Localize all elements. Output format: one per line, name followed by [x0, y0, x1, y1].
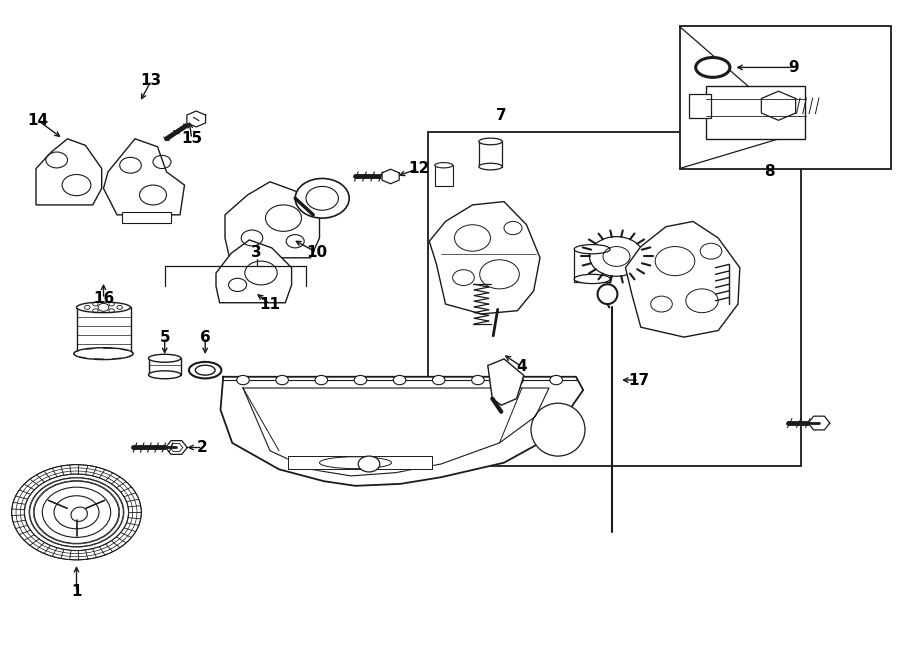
Polygon shape [216, 240, 292, 303]
Circle shape [12, 465, 141, 560]
Circle shape [295, 178, 349, 218]
Text: 1: 1 [71, 584, 82, 599]
Text: 11: 11 [259, 297, 281, 311]
Ellipse shape [189, 362, 221, 378]
Circle shape [355, 375, 367, 385]
Text: 13: 13 [140, 73, 162, 88]
Polygon shape [488, 359, 524, 405]
Ellipse shape [76, 302, 130, 313]
Bar [122, 212, 171, 223]
Circle shape [42, 487, 111, 537]
Text: 17: 17 [628, 373, 650, 387]
Circle shape [472, 375, 484, 385]
Bar [479, 141, 502, 167]
Circle shape [393, 375, 406, 385]
Text: 2: 2 [197, 440, 208, 455]
Bar [574, 249, 610, 282]
Bar [706, 86, 806, 139]
Ellipse shape [598, 284, 617, 304]
Polygon shape [104, 139, 184, 215]
Ellipse shape [71, 507, 87, 522]
Polygon shape [761, 91, 796, 120]
Bar [680, 26, 891, 169]
Circle shape [237, 375, 249, 385]
Polygon shape [225, 182, 320, 258]
Circle shape [315, 375, 328, 385]
Circle shape [590, 237, 644, 276]
Ellipse shape [74, 348, 133, 360]
Text: 7: 7 [496, 108, 507, 123]
Ellipse shape [435, 163, 453, 168]
Polygon shape [626, 221, 740, 337]
Polygon shape [429, 202, 540, 314]
Bar [428, 132, 801, 466]
Ellipse shape [479, 138, 502, 145]
Ellipse shape [195, 365, 215, 375]
Polygon shape [36, 139, 102, 205]
Text: 4: 4 [517, 360, 527, 374]
Text: 10: 10 [306, 245, 328, 260]
Bar [688, 94, 711, 118]
Text: 8: 8 [764, 165, 775, 179]
Ellipse shape [696, 58, 730, 77]
Polygon shape [808, 416, 830, 430]
Circle shape [54, 496, 99, 529]
Text: 12: 12 [408, 161, 429, 176]
Bar [435, 165, 453, 186]
Polygon shape [288, 456, 432, 469]
Circle shape [358, 456, 380, 472]
Text: 9: 9 [788, 60, 799, 75]
Text: 15: 15 [181, 132, 202, 146]
Ellipse shape [320, 457, 392, 469]
Circle shape [510, 375, 523, 385]
Polygon shape [220, 377, 583, 486]
Ellipse shape [148, 354, 181, 362]
Ellipse shape [574, 245, 610, 254]
Bar [76, 307, 130, 354]
Text: 14: 14 [27, 113, 49, 128]
Ellipse shape [531, 403, 585, 456]
Text: 6: 6 [200, 330, 211, 344]
Polygon shape [166, 441, 187, 454]
Text: 5: 5 [159, 330, 170, 344]
Ellipse shape [148, 371, 181, 379]
Circle shape [432, 375, 445, 385]
Circle shape [275, 375, 288, 385]
Text: 16: 16 [93, 292, 114, 306]
Text: 3: 3 [251, 245, 262, 260]
Ellipse shape [574, 274, 610, 284]
Circle shape [550, 375, 562, 385]
Ellipse shape [479, 163, 502, 170]
Bar [148, 358, 181, 375]
Polygon shape [382, 169, 400, 184]
Polygon shape [187, 111, 205, 127]
